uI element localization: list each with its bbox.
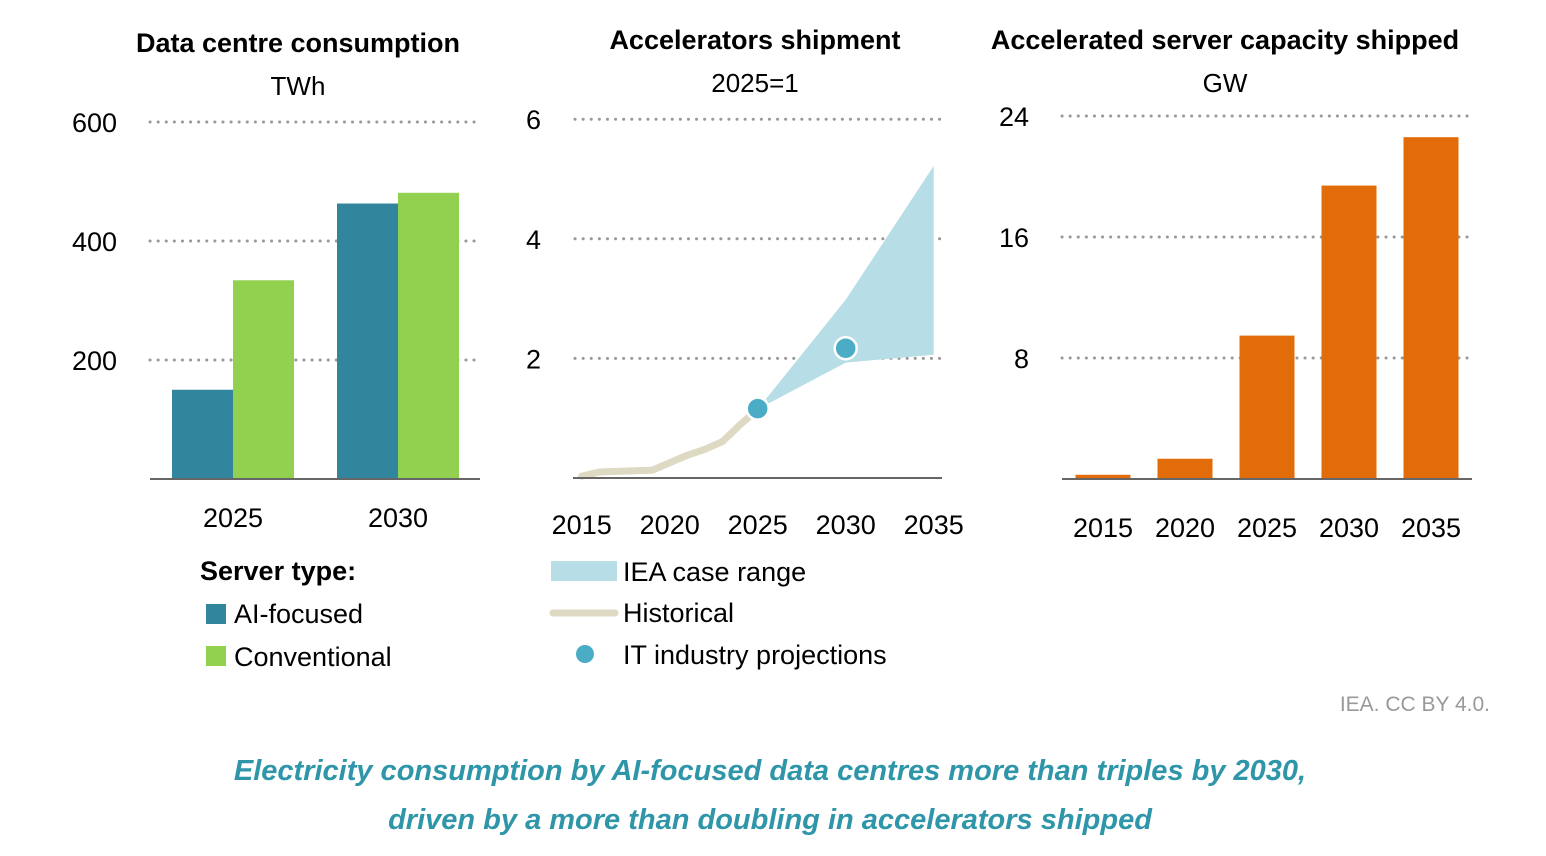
chart3-title: Accelerated server capacity shipped bbox=[991, 25, 1459, 55]
x-tick-label: 2025 bbox=[1237, 513, 1297, 543]
legend-swatch-projections bbox=[576, 645, 594, 663]
projection-point-2030 bbox=[833, 335, 858, 361]
y-tick-label: 200 bbox=[72, 346, 117, 376]
x-tick-label: 2020 bbox=[1155, 513, 1215, 543]
bar-capacity-2015 bbox=[1075, 474, 1131, 479]
bar-ai-focused-2030 bbox=[337, 203, 398, 479]
x-tick-label: 2015 bbox=[552, 510, 612, 540]
bar-capacity-2030 bbox=[1321, 185, 1377, 479]
source-note: IEA. CC BY 4.0. bbox=[1340, 693, 1490, 716]
bar-conventional-2030 bbox=[398, 192, 459, 479]
chart2-title: Accelerators shipment bbox=[609, 25, 900, 55]
legend-swatch-range bbox=[551, 561, 617, 581]
legend-label-ai: AI-focused bbox=[234, 599, 363, 629]
bar-capacity-2020 bbox=[1157, 458, 1213, 479]
y-tick-label: 8 bbox=[1014, 344, 1029, 374]
legend-title: Server type: bbox=[200, 556, 356, 586]
legend-label-projections: IT industry projections bbox=[623, 640, 887, 670]
x-tick-label: 2025 bbox=[203, 503, 263, 533]
iea-case-range-area bbox=[757, 165, 934, 410]
x-tick-label: 2025 bbox=[728, 510, 788, 540]
bar-conventional-2025 bbox=[233, 280, 294, 479]
projection-point-2025 bbox=[745, 396, 770, 421]
y-tick-label: 24 bbox=[999, 102, 1029, 132]
chart-accelerators-shipment: Accelerators shipment 2025=1 2 4 6 2015 2020… bbox=[526, 25, 964, 670]
x-tick-label: 2030 bbox=[816, 510, 876, 540]
chart1-unit: TWh bbox=[271, 71, 326, 101]
legend-label-conventional: Conventional bbox=[234, 642, 392, 672]
chart-data-centre-consumption: Data centre consumption TWh 200 400 600 202… bbox=[72, 28, 484, 672]
caption-line-1: Electricity consumption by AI-focused da… bbox=[234, 755, 1306, 787]
legend-swatch-conventional bbox=[206, 646, 226, 666]
chart1-title: Data centre consumption bbox=[136, 28, 460, 58]
y-tick-label: 600 bbox=[72, 108, 117, 138]
historical-line bbox=[578, 405, 762, 480]
bar-capacity-2035 bbox=[1403, 137, 1459, 480]
x-tick-label: 2030 bbox=[368, 503, 428, 533]
y-tick-label: 6 bbox=[526, 105, 541, 135]
caption-line-2: driven by a more than doubling in accele… bbox=[388, 804, 1153, 836]
chart-accelerated-server-capacity: Accelerated server capacity shipped GW 8… bbox=[991, 25, 1474, 543]
x-tick-label: 2020 bbox=[640, 510, 700, 540]
x-tick-label: 2030 bbox=[1319, 513, 1379, 543]
legend-label-historical: Historical bbox=[623, 598, 734, 628]
x-tick-label: 2035 bbox=[1401, 513, 1461, 543]
x-tick-label: 2035 bbox=[904, 510, 964, 540]
bar-capacity-2025 bbox=[1239, 335, 1295, 479]
chart2-unit: 2025=1 bbox=[711, 68, 798, 98]
x-tick-label: 2015 bbox=[1073, 513, 1133, 543]
bar-ai-focused-2025 bbox=[172, 389, 233, 479]
y-tick-label: 16 bbox=[999, 223, 1029, 253]
y-tick-label: 4 bbox=[526, 225, 541, 255]
chart3-unit: GW bbox=[1203, 68, 1248, 98]
legend-label-range: IEA case range bbox=[623, 557, 806, 587]
legend-swatch-ai bbox=[206, 604, 226, 624]
y-tick-label: 400 bbox=[72, 227, 117, 257]
y-tick-label: 2 bbox=[526, 344, 541, 374]
